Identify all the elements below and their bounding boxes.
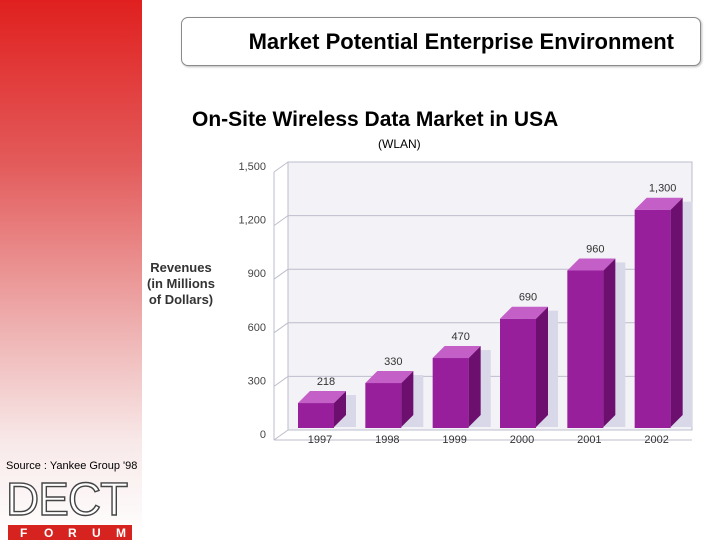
forum-letter: R: [68, 526, 77, 540]
gridline-perspective: [273, 161, 289, 173]
forum-letter: O: [44, 526, 53, 540]
y-tick-label: 900: [248, 268, 266, 280]
data-label: 330: [384, 356, 402, 368]
chart-subtitle: (WLAN): [378, 137, 421, 151]
bar-side: [603, 258, 616, 427]
sidebar-gradient: [0, 0, 142, 540]
data-label: 690: [519, 292, 537, 304]
x-tick-label: 1997: [308, 434, 332, 446]
forum-letters: F O R U M: [20, 526, 126, 540]
bar: [567, 270, 604, 428]
bar-top: [298, 391, 346, 404]
bar-top: [500, 306, 548, 319]
y-axis-label: Revenues (in Millions of Dollars): [143, 260, 219, 308]
gridline-perspective: [273, 268, 289, 280]
y-tick-label: 300: [248, 375, 266, 387]
bar: [634, 209, 671, 428]
data-label: 218: [317, 376, 335, 388]
y-axis-label-line-3: of Dollars): [148, 292, 214, 307]
dect-logo: DECT: [5, 473, 129, 525]
y-tick-label: 1,200: [238, 215, 266, 227]
x-tick-label: 1999: [442, 434, 466, 446]
gridline-perspective: [273, 429, 289, 441]
source-note: Source : Yankee Group '98: [6, 460, 138, 472]
y-tick-label: 0: [260, 429, 266, 441]
bar-top: [365, 371, 414, 384]
gridline-perspective: [273, 215, 289, 227]
bar-top: [567, 258, 616, 271]
y-axis-label-line-1: Revenues: [150, 260, 212, 275]
bar: [298, 403, 334, 428]
y-axis-label-line-2: (in Millions: [147, 276, 215, 291]
data-label: 470: [451, 331, 469, 343]
bar: [365, 383, 402, 428]
slide-title: Market Potential Enterprise Environment: [248, 28, 674, 54]
x-tick-label: 2000: [510, 434, 534, 446]
x-tick-label: 2001: [577, 434, 601, 446]
y-tick-label: 600: [248, 322, 266, 334]
bar: [500, 318, 536, 428]
y-tick-label: 1,500: [238, 161, 266, 173]
forum-letter: F: [20, 526, 27, 540]
forum-bar: F O R U M: [8, 525, 132, 540]
x-tick-label: 2002: [644, 434, 668, 446]
chart-title: On-Site Wireless Data Market in USA: [192, 108, 559, 131]
title-box: Market Potential Enterprise Environment: [181, 17, 701, 66]
forum-letter: M: [116, 526, 126, 540]
data-label: 960: [586, 243, 604, 255]
forum-letter: U: [92, 526, 101, 540]
bar: [432, 358, 469, 428]
bar-top: [634, 197, 683, 210]
gridline-perspective: [273, 375, 289, 387]
bar-side: [536, 306, 548, 427]
bar-side: [334, 391, 346, 427]
bar-top: [432, 346, 481, 359]
bar-side: [670, 197, 683, 427]
gridline-perspective: [273, 322, 289, 334]
bar-side: [401, 371, 414, 427]
data-label: 1,300: [649, 183, 677, 195]
x-tick-label: 1998: [375, 434, 399, 446]
bar-side: [468, 346, 481, 427]
